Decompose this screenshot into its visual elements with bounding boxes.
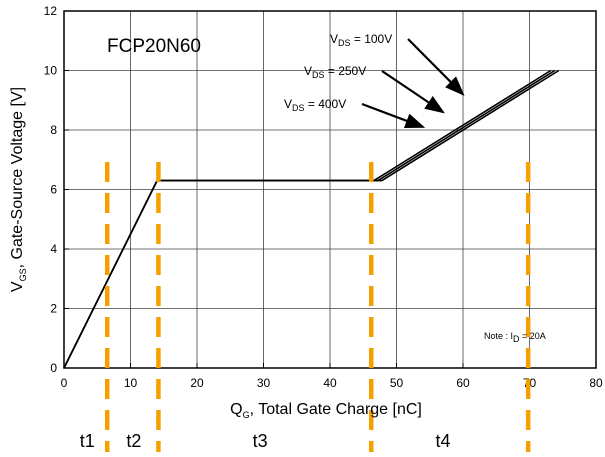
x-tick-label: 10 [124, 376, 138, 390]
phase-label-3: t3 [253, 431, 268, 451]
series-label-arrow-1 [407, 38, 465, 96]
phase-label-2: t2 [126, 431, 141, 451]
series-label-3: VDS = 400V [284, 97, 346, 113]
axis-ticks: 01020304050607080024681012 [44, 4, 603, 390]
series-label-1: VDS = 100V [330, 32, 392, 48]
phase-markers [104, 162, 531, 452]
y-tick-label: 8 [50, 123, 57, 137]
series-label-arrow-3 [361, 102, 426, 129]
x-tick-label: 30 [257, 376, 271, 390]
series-label-2: VDS = 250V [304, 64, 366, 80]
phase-labels: t1 t2 t3 t4 [80, 431, 451, 451]
y-axis-label: VGS, Gate-Source Voltage [V] [9, 87, 28, 292]
x-tick-label: 20 [190, 376, 204, 390]
phase-label-1: t1 [80, 431, 95, 451]
y-tick-label: 12 [44, 4, 58, 18]
series-labels: VDS = 100V VDS = 250V VDS = 400V [284, 32, 465, 129]
y-tick-label: 2 [50, 302, 57, 316]
y-tick-label: 10 [44, 64, 58, 78]
x-axis-label: QG, Total Gate Charge [nC] [230, 401, 422, 420]
y-tick-label: 0 [50, 361, 57, 375]
y-tick-label: 4 [50, 242, 57, 256]
x-tick-label: 40 [323, 376, 337, 390]
y-tick-label: 6 [50, 183, 57, 197]
x-tick-label: 0 [61, 376, 68, 390]
chart-title: FCP20N60 [107, 36, 201, 57]
series-lines [63, 69, 560, 369]
note-text: Note : ID = 20A [484, 331, 546, 344]
x-tick-label: 80 [589, 376, 603, 390]
grid [64, 11, 596, 368]
x-tick-label: 60 [456, 376, 470, 390]
x-tick-label: 50 [390, 376, 404, 390]
series-label-arrow-2 [381, 70, 445, 114]
phase-label-4: t4 [436, 431, 451, 451]
series-line-3 [63, 69, 552, 369]
